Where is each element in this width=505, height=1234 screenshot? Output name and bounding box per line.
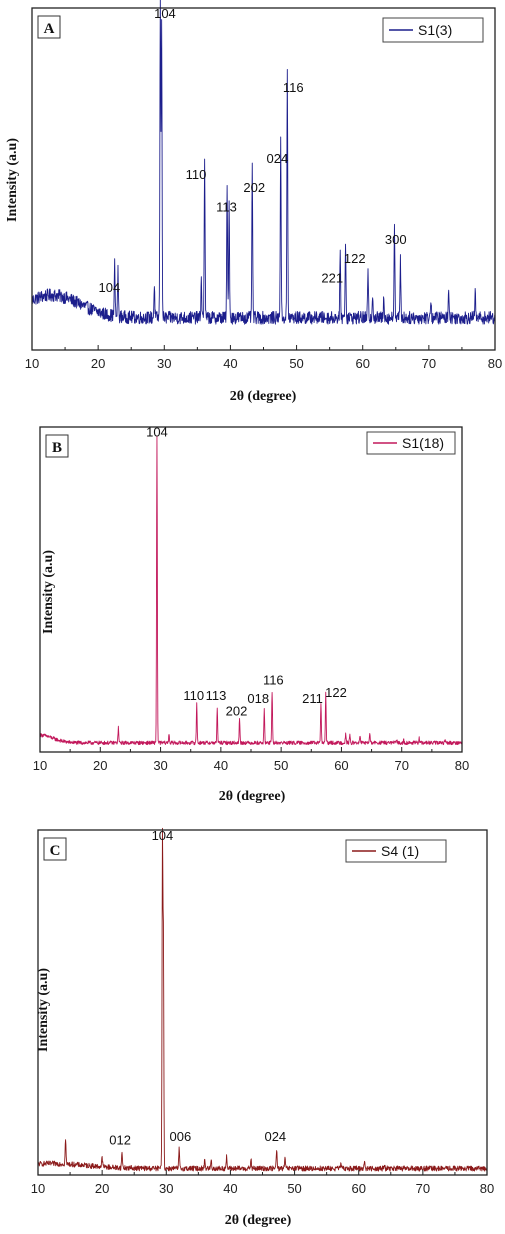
panel-a-x-tick-label: 50	[289, 356, 303, 371]
panel-c-x-tick-label: 20	[95, 1181, 109, 1196]
panel-b-x-tick-label: 50	[274, 758, 288, 773]
panel-a-x-tick-label: 60	[355, 356, 369, 371]
panel-a-x-tick-label: 40	[223, 356, 237, 371]
panel-b-x-axis-title: 2θ (degree)	[219, 789, 286, 804]
panel-c-x-tick-label: 60	[351, 1181, 365, 1196]
panel-a-legend-box	[382, 17, 484, 43]
panel-b-x-tick-label: 80	[455, 758, 469, 773]
panel-c-x-tick-label: 40	[223, 1181, 237, 1196]
panel-c-series-line	[37, 827, 488, 1172]
panel-a-x-axis-title: 2θ (degree)	[230, 389, 297, 404]
panel-b-peak-label: 116	[263, 673, 284, 688]
panel-b-letter-box	[45, 434, 69, 458]
panel-c-x-axis-title: 2θ (degree)	[225, 1213, 292, 1228]
panel-b-letter: B	[52, 440, 62, 456]
panel-c-peak-label: 104	[152, 828, 174, 843]
panel-a-peak-label: 116	[283, 80, 304, 95]
panel-c-letter-box	[43, 837, 67, 861]
panel-a-peak-label: 104	[99, 280, 121, 295]
panel-a-peak-label: 113	[216, 199, 237, 214]
panel-c-peak-label: 012	[109, 1132, 131, 1147]
panel-a-peak-label: 221	[321, 270, 343, 285]
panel-a-legend-label: S1(3)	[418, 22, 452, 38]
panel-a-peak-label: 122	[344, 251, 366, 266]
panel-c-letter: C	[50, 843, 61, 859]
panel-c-legend-box	[345, 839, 447, 863]
panel-c-plot-frame	[37, 829, 488, 1176]
panel-c-x-tick-label: 30	[159, 1181, 173, 1196]
panel-a-x-tick-label: 30	[157, 356, 171, 371]
panel-c-y-axis-title: Intensity (a.u)	[36, 968, 51, 1052]
panel-a-peak-label: 110	[186, 167, 207, 182]
panel-b-legend-label: S1(18)	[402, 435, 444, 451]
panel-a-peak-label: 202	[243, 180, 265, 195]
panel-b-peak-label: 113	[206, 688, 227, 703]
panel-a-series-line	[31, 0, 496, 325]
panel-b-peak-label: 018	[247, 691, 269, 706]
panel-b-peak-label: 211	[302, 691, 323, 706]
panel-a-peak-label: 300	[385, 232, 407, 247]
panel-c-x-tick-label: 50	[287, 1181, 301, 1196]
panel-c-peak-label: 024	[264, 1129, 286, 1144]
panel-a: Intensity (a.u) 2θ (degree) 10 20 30 40 50 60…	[5, 0, 502, 404]
panel-c-x-tick-label: 10	[31, 1181, 45, 1196]
panel-a-x-tick-label: 10	[25, 356, 39, 371]
panel-b: Intensity (a.u) 2θ (degree) 10 20 30 40 50 60…	[33, 424, 469, 804]
panel-c-x-tick-label: 70	[416, 1181, 430, 1196]
panel-b-x-tick-label: 60	[334, 758, 348, 773]
panel-b-legend-box	[366, 431, 456, 455]
panel-c-legend-label: S4 (1)	[381, 843, 419, 859]
panel-a-peak-label: 024	[267, 151, 289, 166]
panel-b-x-tick-label: 40	[214, 758, 228, 773]
panel-a-letter: A	[44, 21, 55, 37]
panel-a-x-tick-label: 80	[488, 356, 502, 371]
panel-b-series-line	[39, 436, 463, 746]
panel-c-x-tick-label: 80	[480, 1181, 494, 1196]
panel-a-letter-box	[37, 15, 61, 39]
panel-b-peak-label: 110	[183, 688, 204, 703]
panel-b-peak-label: 104	[146, 424, 168, 439]
panel-b-y-axis-title: Intensity (a.u)	[41, 550, 56, 634]
panel-a-peak-label: 104	[154, 6, 176, 21]
panel-b-x-tick-label: 70	[394, 758, 408, 773]
panel-b-peak-label: 202	[226, 703, 248, 718]
panel-c-peak-label: 006	[170, 1129, 192, 1144]
panel-b-x-tick-label: 10	[33, 758, 47, 773]
panel-a-x-tick-label: 70	[422, 356, 436, 371]
panel-c: Intensity (a.u) 2θ (degree) 10 20 30 40 50 60…	[31, 827, 494, 1228]
panel-b-x-tick-label: 20	[93, 758, 107, 773]
panel-a-plot-frame	[31, 7, 496, 351]
panel-a-y-axis-title: Intensity (a.u)	[5, 138, 20, 222]
panel-b-x-tick-label: 30	[153, 758, 167, 773]
panel-a-x-tick-label: 20	[91, 356, 105, 371]
panel-b-peak-label: 122	[325, 685, 347, 700]
